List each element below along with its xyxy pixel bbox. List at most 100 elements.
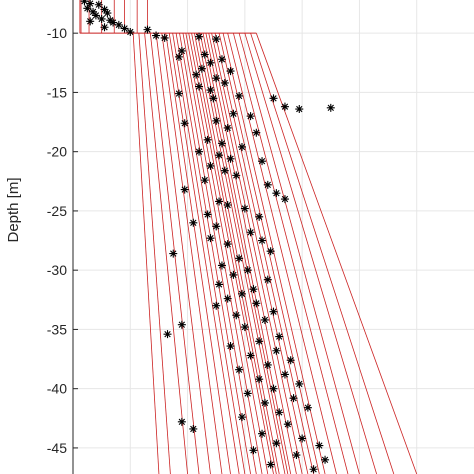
data-point — [206, 234, 215, 243]
data-point — [169, 249, 178, 258]
data-point — [289, 394, 298, 403]
data-point — [212, 74, 221, 83]
data-point — [321, 455, 330, 464]
data-point — [100, 23, 109, 32]
data-point — [258, 157, 267, 166]
data-point — [206, 161, 215, 170]
data-point — [272, 439, 281, 448]
data-point — [269, 384, 278, 393]
data-point — [260, 398, 269, 407]
profile-line — [244, 33, 377, 474]
y-tick-label: -20 — [47, 144, 67, 160]
profile-line — [182, 33, 263, 474]
data-points — [80, 0, 335, 474]
data-point — [103, 9, 112, 18]
data-point — [177, 320, 186, 329]
data-point — [177, 417, 186, 426]
data-point — [152, 31, 161, 40]
data-point — [195, 147, 204, 156]
data-point — [292, 451, 301, 460]
data-point — [91, 11, 100, 20]
data-point — [235, 365, 244, 374]
data-point — [263, 275, 272, 284]
profile-line — [218, 33, 320, 474]
profile-line — [179, 33, 257, 474]
data-point — [237, 413, 246, 422]
data-point — [212, 116, 221, 125]
profile-line — [155, 33, 211, 474]
data-point — [255, 212, 264, 221]
profile-line — [165, 33, 231, 474]
profile-line — [205, 33, 297, 474]
profile-line — [138, 33, 171, 474]
data-point — [120, 24, 129, 33]
data-point — [252, 128, 261, 137]
data-point — [174, 89, 183, 98]
y-tick-label: -10 — [47, 25, 67, 41]
data-point — [223, 294, 232, 303]
data-point — [246, 228, 255, 237]
profile-line — [238, 33, 360, 474]
profile-line — [168, 33, 240, 474]
data-point — [217, 139, 226, 148]
data-point — [263, 360, 272, 369]
data-point — [235, 91, 244, 100]
data-point — [252, 299, 261, 308]
profile-line — [214, 33, 314, 474]
profile-line — [185, 33, 269, 474]
data-point — [240, 204, 249, 213]
data-point — [237, 142, 246, 151]
data-point — [143, 25, 152, 34]
data-point — [217, 261, 226, 270]
data-point — [237, 289, 246, 298]
data-point — [275, 408, 284, 417]
data-point — [243, 266, 252, 275]
profile-line — [161, 33, 223, 474]
data-point — [180, 119, 189, 128]
data-point — [109, 18, 118, 27]
data-point — [232, 171, 241, 180]
data-point — [86, 0, 95, 8]
profile-line — [227, 33, 337, 474]
data-point — [94, 0, 103, 9]
data-point — [272, 346, 281, 355]
profile-line — [172, 33, 246, 474]
data-point — [272, 189, 281, 198]
data-point — [209, 94, 218, 103]
data-point — [83, 4, 92, 13]
profile-line — [132, 33, 160, 474]
y-tick-label: -15 — [47, 84, 67, 100]
data-point — [229, 109, 238, 118]
data-point — [309, 465, 318, 474]
data-point — [275, 332, 284, 341]
data-point — [255, 375, 264, 384]
data-point — [206, 86, 215, 95]
data-point — [280, 370, 289, 379]
data-point — [200, 50, 209, 59]
profile-line — [250, 33, 395, 474]
data-point — [269, 94, 278, 103]
profile-line — [188, 33, 274, 474]
data-point — [226, 154, 235, 163]
data-point — [126, 27, 135, 36]
data-point — [263, 180, 272, 189]
data-point — [215, 151, 224, 160]
profile-line — [222, 33, 326, 474]
profile-line — [175, 33, 251, 474]
data-point — [215, 197, 224, 206]
data-point — [212, 35, 221, 44]
data-point — [220, 166, 229, 175]
data-point — [295, 379, 304, 388]
data-point — [232, 311, 241, 320]
data-point — [255, 337, 264, 346]
data-point — [195, 32, 204, 41]
data-point — [189, 424, 198, 433]
y-tick-label: -35 — [47, 321, 67, 337]
data-point — [89, 7, 98, 16]
data-point — [269, 307, 278, 316]
data-point — [212, 222, 221, 231]
data-point — [197, 64, 206, 73]
data-point — [283, 420, 292, 429]
data-point — [266, 460, 275, 469]
